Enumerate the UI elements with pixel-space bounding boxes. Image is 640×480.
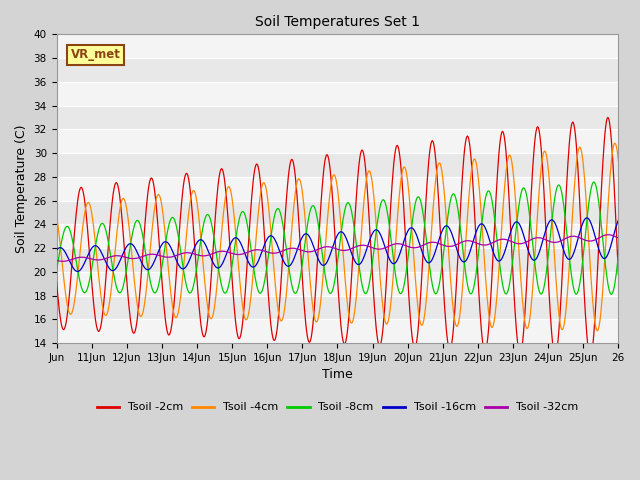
Tsoil -4cm [408,228,416,233]
Tsoil -16cm [129,242,137,248]
Bar [56,82,618,106]
Tsoil -16cm [136,254,143,260]
Y-axis label: Soil Temperature (C): Soil Temperature (C) [15,124,28,253]
Tsoil -16cm [74,269,81,275]
Bar [56,129,618,153]
Text: VR_met: VR_met [70,48,120,61]
Tsoil -8cm [590,179,598,185]
Tsoil -2cm [408,332,416,338]
X-axis label: Time: Time [322,368,353,381]
Tsoil -4cm [308,300,316,305]
Tsoil -8cm [408,222,416,228]
Tsoil -8cm [135,218,143,224]
Tsoil -16cm [611,230,618,236]
Bar [56,177,618,201]
Tsoil -2cm [604,115,612,120]
Tsoil -32cm [614,235,622,241]
Tsoil -4cm [614,158,622,164]
Tsoil -4cm [52,213,60,219]
Tsoil -16cm [52,247,60,253]
Tsoil -4cm [135,310,143,315]
Title: Soil Temperatures Set 1: Soil Temperatures Set 1 [255,15,420,29]
Line: Tsoil -4cm: Tsoil -4cm [56,143,618,331]
Tsoil -2cm [611,183,618,189]
Tsoil -2cm [135,303,143,309]
Tsoil -32cm [202,253,209,259]
Tsoil -4cm [611,140,619,146]
Bar [56,272,618,296]
Tsoil -32cm [52,258,60,264]
Tsoil -8cm [611,284,618,290]
Tsoil -2cm [52,278,60,284]
Tsoil -8cm [308,203,316,209]
Tsoil -2cm [201,334,209,339]
Bar [56,35,618,58]
Tsoil -4cm [129,258,136,264]
Tsoil -16cm [614,217,622,223]
Tsoil -32cm [59,258,67,264]
Line: Tsoil -2cm: Tsoil -2cm [56,118,618,357]
Tsoil -8cm [201,216,209,222]
Tsoil -2cm [308,328,316,334]
Line: Tsoil -32cm: Tsoil -32cm [56,235,618,261]
Legend: Tsoil -2cm, Tsoil -4cm, Tsoil -8cm, Tsoil -16cm, Tsoil -32cm: Tsoil -2cm, Tsoil -4cm, Tsoil -8cm, Tsoi… [92,398,582,417]
Line: Tsoil -16cm: Tsoil -16cm [56,218,618,272]
Tsoil -32cm [129,256,137,262]
Tsoil -32cm [409,245,417,251]
Tsoil -2cm [614,272,622,277]
Tsoil -4cm [610,144,618,149]
Bar [56,224,618,248]
Bar [56,319,618,343]
Tsoil -16cm [309,241,317,247]
Tsoil -8cm [607,291,615,297]
Tsoil -16cm [202,242,209,248]
Tsoil -4cm [593,328,601,334]
Tsoil -32cm [136,254,143,260]
Tsoil -16cm [583,215,591,221]
Tsoil -2cm [586,354,594,360]
Tsoil -8cm [52,267,60,273]
Tsoil -32cm [605,232,612,238]
Tsoil -32cm [309,249,317,254]
Tsoil -8cm [614,252,622,258]
Tsoil -2cm [129,328,136,334]
Line: Tsoil -8cm: Tsoil -8cm [56,182,618,294]
Tsoil -4cm [201,278,209,284]
Tsoil -16cm [409,226,417,231]
Tsoil -32cm [611,233,618,239]
Tsoil -8cm [129,231,136,237]
